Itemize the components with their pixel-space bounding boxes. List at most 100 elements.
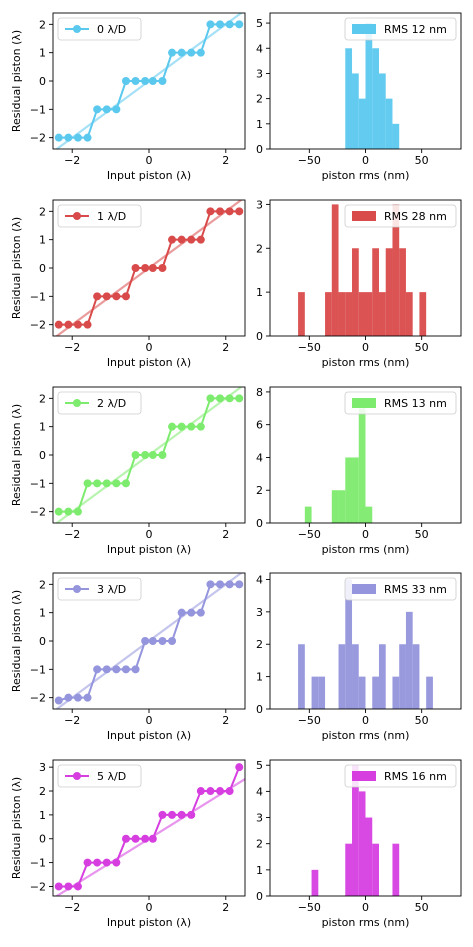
data-point: [158, 264, 167, 272]
histogram-bar: [331, 490, 339, 523]
histogram-bar: [345, 457, 353, 523]
histogram-bar: [352, 644, 359, 709]
y-tick-label: −2: [30, 692, 46, 705]
x-tick-label: 50: [415, 154, 429, 167]
histogram-bar: [358, 408, 366, 523]
y-tick-label: 0: [39, 449, 46, 462]
data-point: [83, 479, 92, 488]
legend-label: RMS 13 nm: [384, 397, 447, 410]
y-tick-label: −1: [30, 477, 46, 490]
data-point: [206, 394, 215, 403]
y-tick-label: 6: [256, 419, 263, 432]
histogram-bar: [345, 48, 353, 149]
y-tick-label: 2: [39, 785, 46, 798]
panel-4: −50 0 50 0 1 2 3 piston rms (nm) RMS 28 nm: [256, 198, 462, 369]
x-tick-label: 0: [362, 901, 369, 914]
legend-label: 5 λ/D: [97, 770, 126, 783]
x-axis-label: Input piston (λ): [107, 543, 191, 556]
legend-label: 2 λ/D: [97, 397, 126, 410]
y-tick-label: 5: [256, 17, 263, 30]
legend-label: 1 λ/D: [97, 210, 126, 223]
legend: 0 λ/D: [57, 17, 142, 41]
data-point: [216, 20, 225, 29]
data-point: [54, 507, 63, 516]
y-tick-label: −2: [30, 132, 46, 145]
histogram-bar: [385, 98, 393, 149]
data-point: [206, 207, 215, 216]
plot-area: [345, 23, 400, 149]
y-tick-label: −1: [30, 857, 46, 870]
histogram-bar: [298, 292, 305, 336]
legend: 1 λ/D: [57, 204, 142, 228]
plot-area: [311, 765, 400, 896]
histogram-bar: [399, 644, 406, 709]
data-point: [83, 320, 92, 329]
data-point: [216, 207, 225, 216]
data-point: [168, 235, 177, 244]
y-tick-label: 5: [256, 759, 263, 772]
histogram-bar: [352, 765, 359, 896]
legend: RMS 28 nm: [344, 204, 457, 228]
legend-label: 3 λ/D: [97, 583, 126, 596]
y-axis-label: Residual piston (λ): [10, 590, 23, 692]
y-tick-label: −1: [30, 103, 46, 116]
histogram-bar: [378, 292, 386, 336]
data-point: [187, 48, 196, 57]
histogram-bar: [298, 644, 305, 709]
legend-box: [344, 391, 457, 415]
data-point: [73, 133, 82, 142]
x-tick-label: 0: [146, 528, 153, 541]
legend: 5 λ/D: [57, 764, 142, 788]
histogram-bar: [392, 676, 400, 709]
data-point: [235, 394, 244, 403]
data-point: [112, 292, 121, 301]
x-axis-label: Input piston (λ): [107, 169, 191, 182]
data-point: [216, 394, 225, 403]
legend-patch-swatch: [352, 24, 376, 34]
histogram-bar: [358, 791, 366, 896]
data-point: [121, 77, 130, 85]
data-point: [187, 422, 196, 431]
legend-label: RMS 16 nm: [384, 770, 447, 783]
data-point: [141, 451, 150, 459]
data-point: [121, 665, 130, 674]
data-point: [112, 105, 121, 114]
y-tick-label: 2: [256, 484, 263, 497]
x-axis-label: piston rms (nm): [322, 916, 410, 929]
x-axis-label: piston rms (nm): [322, 543, 410, 556]
histogram-bar: [358, 676, 366, 709]
y-tick-label: 1: [39, 607, 46, 620]
y-tick-label: 0: [256, 330, 263, 343]
data-point: [196, 48, 205, 57]
data-point: [102, 105, 111, 114]
histogram-bar: [311, 676, 319, 709]
y-tick-label: −2: [30, 880, 46, 893]
y-tick-label: −1: [30, 290, 46, 303]
x-tick-label: 0: [362, 154, 369, 167]
data-point: [196, 422, 205, 431]
y-tick-label: 0: [39, 635, 46, 648]
data-point: [102, 479, 111, 488]
histogram-bar: [372, 843, 379, 896]
histogram-bar: [352, 248, 359, 336]
x-axis-label: Input piston (λ): [107, 916, 191, 929]
x-tick-label: 50: [415, 714, 429, 727]
data-point: [64, 882, 73, 891]
histogram-bar: [365, 292, 373, 336]
x-tick-label: 0: [146, 901, 153, 914]
data-point: [168, 810, 177, 819]
y-tick-label: 2: [256, 93, 263, 106]
histogram-bar: [392, 123, 400, 149]
histogram-bar: [399, 248, 406, 336]
x-tick-label: 50: [415, 528, 429, 541]
data-point: [83, 693, 92, 702]
data-point: [73, 320, 82, 329]
x-tick-label: −50: [298, 154, 321, 167]
data-point: [141, 264, 150, 272]
y-tick-label: 4: [256, 42, 263, 55]
plot-area: [298, 579, 433, 709]
x-tick-label: −50: [298, 714, 321, 727]
x-tick-label: −2: [64, 714, 80, 727]
histogram-bar: [412, 644, 420, 709]
y-tick-label: 2: [39, 205, 46, 218]
